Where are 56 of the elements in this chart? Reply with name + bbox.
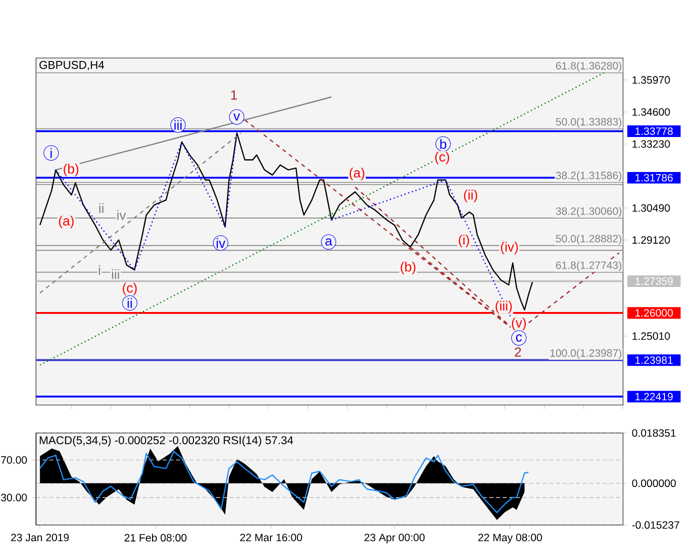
y-tick-label: -0.015237 [632, 521, 680, 529]
annotation: iii [112, 269, 120, 279]
annotation: c [516, 334, 522, 342]
annotation: (iii) [496, 300, 512, 314]
ref-line-label: 1.22419 [635, 392, 673, 400]
ref-line-label: 100.0(1.23987) [550, 348, 622, 359]
ref-line-label: 1.33778 [635, 127, 673, 135]
x-tick-label: 23 Apr 00:00 [364, 534, 425, 544]
annotation: (v) [512, 318, 526, 330]
x-tick-label: 22 Mar 16:00 [240, 534, 302, 542]
annotation: i [98, 265, 100, 275]
x-tick-label: 22 May 08:00 [478, 534, 542, 544]
annotation: (ii) [464, 190, 478, 202]
annotation: v [233, 113, 240, 121]
ref-line-label: 1.23981 [635, 356, 673, 364]
ref-line-label: 1.31786 [635, 174, 673, 182]
x-tick-label: 21 Feb 08:00 [124, 534, 187, 542]
y-tick-label: 1.25010 [632, 332, 670, 340]
chart-title: GBPUSD,H4 [40, 60, 104, 70]
y-tick-label: 1.29120 [632, 236, 670, 244]
annotation: (c) [122, 282, 137, 296]
ref-line-label: 1.27359 [635, 277, 673, 285]
annotation: 1 [231, 90, 237, 100]
annotation: b [440, 139, 446, 149]
y2-tick-label: 30.00 [0, 494, 27, 502]
annotation: (iv) [500, 242, 518, 254]
ref-line-label: 61.8(1.27743) [556, 261, 622, 272]
ref-line-label: 61.8(1.36280) [556, 62, 622, 72]
annotation: (c) [435, 152, 450, 164]
annotation: (i) [458, 234, 470, 248]
ref-line-label: 38.2(1.30060) [556, 207, 622, 217]
ref-line-label: 50.0(1.28882) [556, 234, 622, 245]
annotation: ii [128, 298, 132, 308]
annotation: 2 [514, 347, 521, 357]
annotation: iii [174, 120, 182, 130]
annotation: (a) [350, 168, 364, 180]
ref-line-label: 1.26000 [635, 309, 673, 317]
x-tick-label: 23 Jan 2019 [11, 534, 69, 542]
chart-title: MACD(5,34,5) -0.000252 -0.002320 RSI(14) 57.34 [40, 436, 294, 446]
y-tick-label: 1.30490 [632, 204, 670, 212]
y2-tick-label: 70.00 [1, 456, 27, 464]
annotation: a [325, 238, 332, 246]
ref-line-label: 50.0(1.33883) [556, 118, 622, 128]
annotation: (b) [64, 164, 78, 176]
y-tick-label: 1.34600 [632, 108, 670, 116]
y-tick-label: 1.35970 [632, 76, 670, 84]
annotation: (a) [58, 216, 74, 228]
annotation: iv [117, 210, 126, 220]
annotation: ii [99, 203, 104, 213]
y-tick-label: 1.33230 [632, 140, 670, 148]
y-tick-label: 0.000000 [632, 479, 676, 488]
ref-line-label: 38.2(1.31586) [556, 171, 622, 182]
annotation: (b) [400, 262, 416, 274]
y-tick-label: 0.018351 [632, 429, 676, 437]
annotation: iv [216, 238, 226, 248]
annotation: i [50, 148, 52, 158]
